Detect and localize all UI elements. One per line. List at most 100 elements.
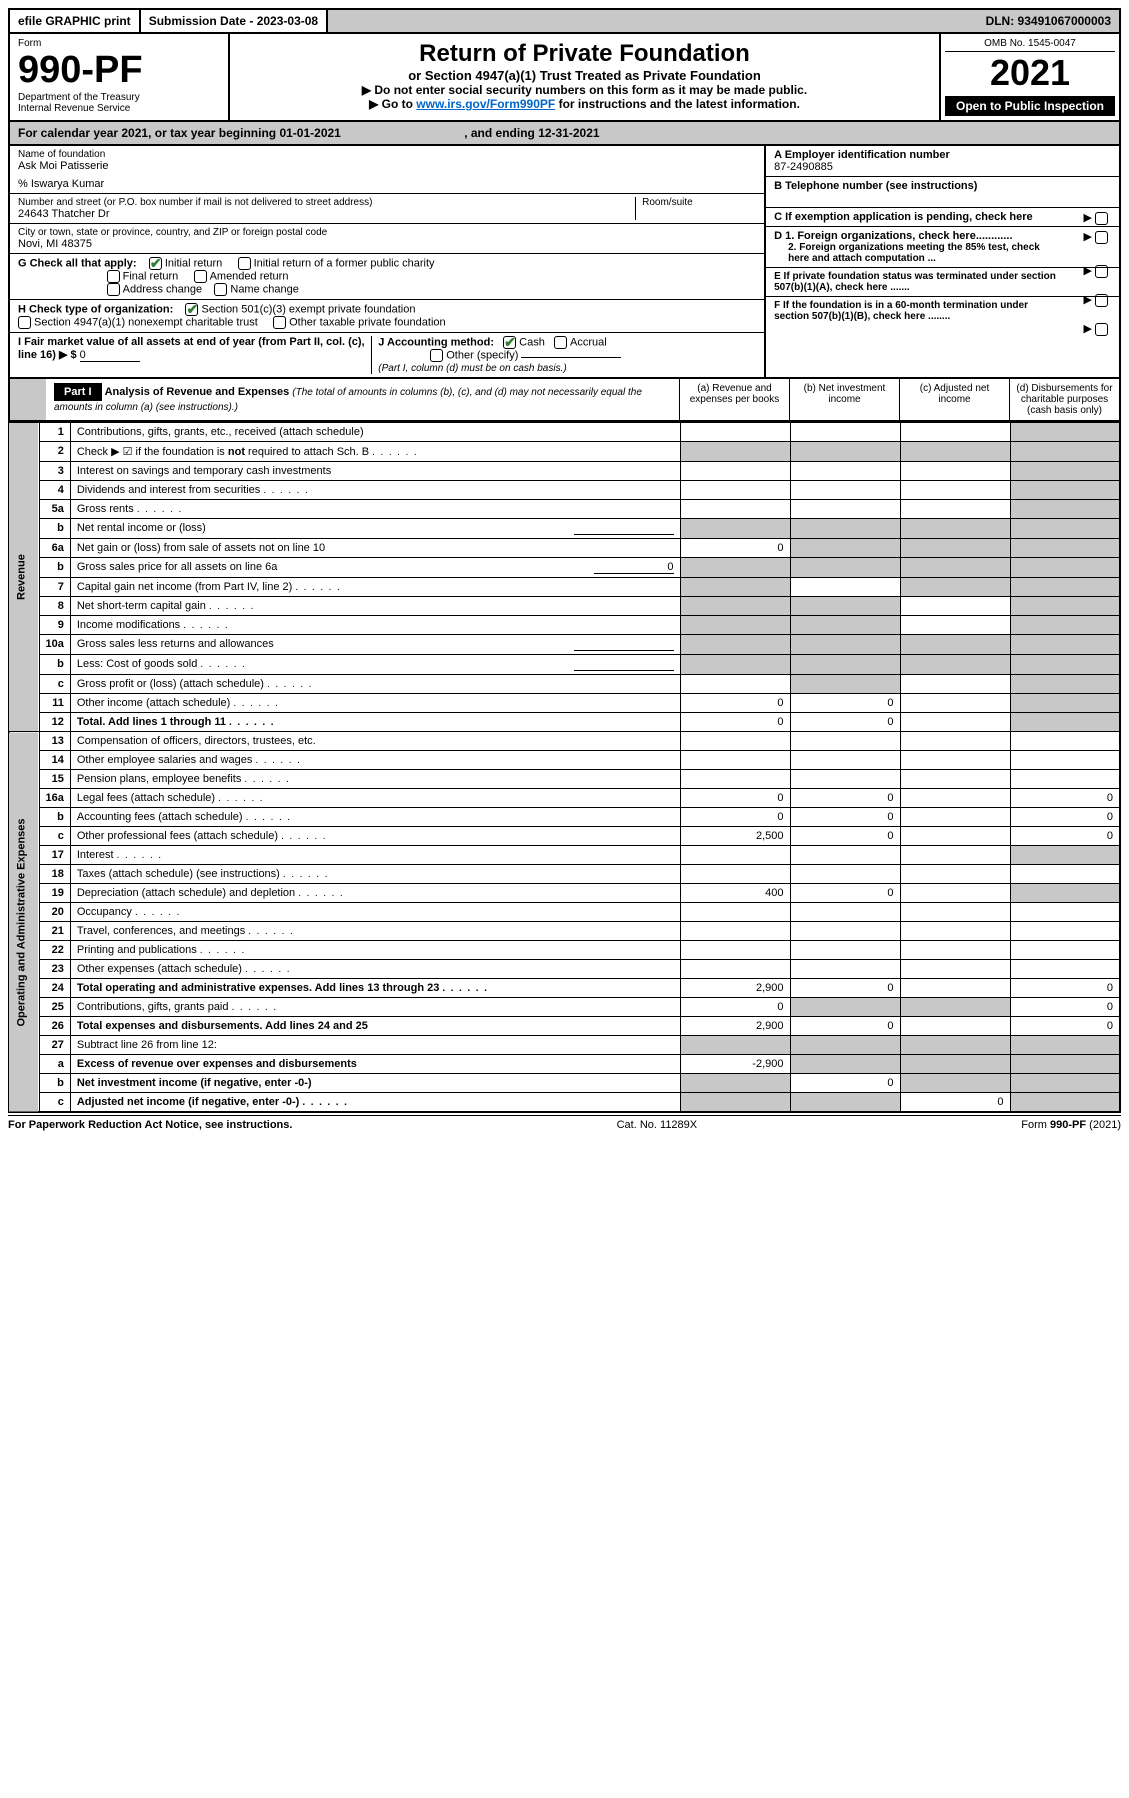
cell-d <box>1010 846 1120 865</box>
checkbox-initial-return[interactable] <box>149 257 162 270</box>
table-row: cOther professional fees (attach schedul… <box>9 827 1120 846</box>
table-row: 12Total. Add lines 1 through 11 . . . . … <box>9 713 1120 732</box>
foundation-name: Ask Moi Patisserie <box>18 160 756 172</box>
cal-end: 12-31-2021 <box>538 126 599 140</box>
line-number: b <box>39 558 70 578</box>
cell-a <box>680 1036 790 1055</box>
checkbox-initial-former[interactable] <box>238 257 251 270</box>
checkbox-e[interactable] <box>1095 294 1108 307</box>
line-number: c <box>39 1093 70 1113</box>
cell-b <box>790 865 900 884</box>
checkbox-other-method[interactable] <box>430 349 443 362</box>
cell-d <box>1010 1093 1120 1113</box>
form-label: Form <box>18 38 220 49</box>
cell-c <box>900 884 1010 903</box>
cell-a: 0 <box>680 789 790 808</box>
tax-year: 2021 <box>945 52 1115 94</box>
cell-b <box>790 635 900 655</box>
top-bar: efile GRAPHIC print Submission Date - 20… <box>8 8 1121 34</box>
checkbox-amended[interactable] <box>194 270 207 283</box>
d2-label: 2. Foreign organizations meeting the 85%… <box>774 242 1060 264</box>
cell-b <box>790 675 900 694</box>
line-desc: Occupancy . . . . . . <box>70 903 680 922</box>
cell-c <box>900 1017 1010 1036</box>
cal-begin: 01-01-2021 <box>279 126 340 140</box>
line-desc: Printing and publications . . . . . . <box>70 941 680 960</box>
line-number: 7 <box>39 578 70 597</box>
checkbox-address-change[interactable] <box>107 283 120 296</box>
submission-date: Submission Date - 2023-03-08 <box>141 10 328 32</box>
line-number: 21 <box>39 922 70 941</box>
g-label: G Check all that apply: <box>18 257 137 269</box>
section-g: G Check all that apply: Initial return I… <box>10 254 764 300</box>
cell-c <box>900 941 1010 960</box>
care-of: % Iswarya Kumar <box>18 178 756 190</box>
line-number: 15 <box>39 770 70 789</box>
table-row: 26Total expenses and disbursements. Add … <box>9 1017 1120 1036</box>
checkbox-accrual[interactable] <box>554 336 567 349</box>
cell-a: -2,900 <box>680 1055 790 1074</box>
cell-d <box>1010 694 1120 713</box>
checkbox-d2[interactable] <box>1095 265 1108 278</box>
cell-c <box>900 903 1010 922</box>
checkbox-c[interactable] <box>1095 212 1108 225</box>
cell-a <box>680 423 790 442</box>
table-row: aExcess of revenue over expenses and dis… <box>9 1055 1120 1074</box>
cell-a <box>680 1074 790 1093</box>
g-opt-3: Amended return <box>210 270 289 282</box>
line-desc: Net investment income (if negative, ente… <box>70 1074 680 1093</box>
line-desc: Legal fees (attach schedule) . . . . . . <box>70 789 680 808</box>
table-row: 7Capital gain net income (from Part IV, … <box>9 578 1120 597</box>
c-label: C If exemption application is pending, c… <box>774 211 1033 223</box>
cell-d: 0 <box>1010 1017 1120 1036</box>
d1-label: D 1. Foreign organizations, check here..… <box>774 230 1012 242</box>
cell-c <box>900 616 1010 635</box>
cell-c <box>900 578 1010 597</box>
cell-c <box>900 597 1010 616</box>
cell-a: 2,900 <box>680 1017 790 1036</box>
cell-d <box>1010 578 1120 597</box>
line-number: 6a <box>39 539 70 558</box>
omb: OMB No. 1545-0047 <box>945 38 1115 52</box>
table-row: 17Interest . . . . . . <box>9 846 1120 865</box>
checkbox-501c3[interactable] <box>185 303 198 316</box>
checkbox-cash[interactable] <box>503 336 516 349</box>
cell-d <box>1010 616 1120 635</box>
cell-c <box>900 998 1010 1017</box>
table-row: cAdjusted net income (if negative, enter… <box>9 1093 1120 1113</box>
form-link[interactable]: www.irs.gov/Form990PF <box>416 97 555 111</box>
checkbox-other-taxable[interactable] <box>273 316 286 329</box>
cell-c <box>900 808 1010 827</box>
checkbox-4947a1[interactable] <box>18 316 31 329</box>
cell-a <box>680 558 790 578</box>
cell-b: 0 <box>790 884 900 903</box>
line-number: 23 <box>39 960 70 979</box>
cell-d <box>1010 922 1120 941</box>
line-number: b <box>39 655 70 675</box>
h-opt-1: Section 4947(a)(1) nonexempt charitable … <box>34 316 258 328</box>
line-desc: Gross sales price for all assets on line… <box>70 558 680 578</box>
checkbox-f[interactable] <box>1095 323 1108 336</box>
cell-a: 2,500 <box>680 827 790 846</box>
cell-d <box>1010 960 1120 979</box>
cell-b: 0 <box>790 713 900 732</box>
line-number: a <box>39 1055 70 1074</box>
g-opt-5: Name change <box>230 283 299 295</box>
checkbox-d1[interactable] <box>1095 231 1108 244</box>
line-desc: Excess of revenue over expenses and disb… <box>70 1055 680 1074</box>
cell-a <box>680 751 790 770</box>
city-value: Novi, MI 48375 <box>18 238 756 250</box>
table-row: 18Taxes (attach schedule) (see instructi… <box>9 865 1120 884</box>
table-row: 16aLegal fees (attach schedule) . . . . … <box>9 789 1120 808</box>
table-row: 15Pension plans, employee benefits . . .… <box>9 770 1120 789</box>
calendar-year-row: For calendar year 2021, or tax year begi… <box>8 122 1121 146</box>
i-value: 0 <box>80 349 140 362</box>
cell-a <box>680 675 790 694</box>
cell-b <box>790 1055 900 1074</box>
checkbox-name-change[interactable] <box>214 283 227 296</box>
cell-a <box>680 922 790 941</box>
line-desc: Total. Add lines 1 through 11 . . . . . … <box>70 713 680 732</box>
cell-d <box>1010 481 1120 500</box>
checkbox-final[interactable] <box>107 270 120 283</box>
cell-b <box>790 500 900 519</box>
